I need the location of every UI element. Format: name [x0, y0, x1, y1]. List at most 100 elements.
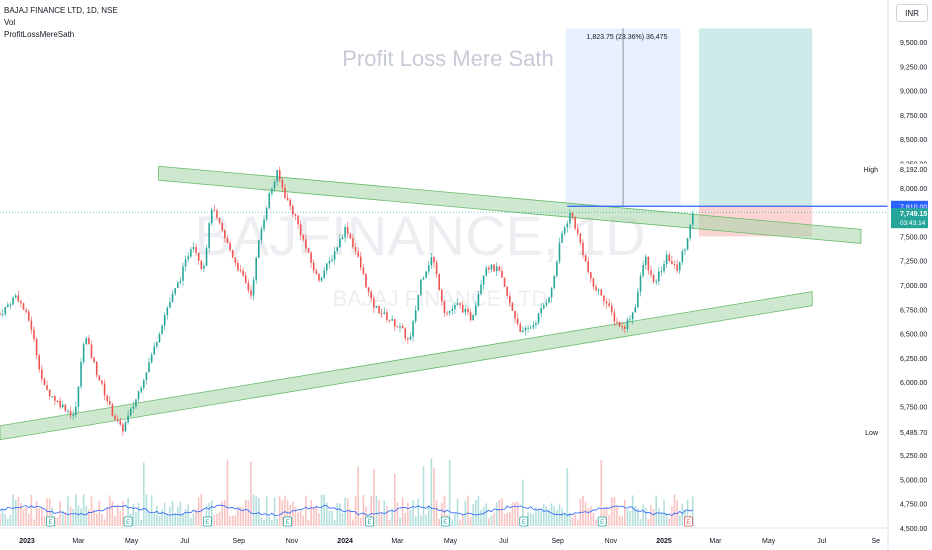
vol-legend[interactable]: Vol [4, 18, 16, 27]
low-label: Low [865, 430, 879, 437]
lower-channel [0, 291, 813, 441]
volume-bar [226, 459, 229, 526]
candle-body [276, 170, 278, 182]
indicator-legend[interactable]: ProfitLossMereSath [4, 30, 75, 39]
candle-body [482, 275, 485, 285]
volume-bar [276, 518, 278, 526]
volume-bar [25, 507, 27, 526]
candle-body [203, 265, 205, 269]
price-axis[interactable]: 4,500.004,750.005,000.005,250.005,500.00… [864, 16, 928, 533]
candle-body [671, 261, 673, 264]
volume-bar [365, 506, 367, 526]
candle-body [145, 372, 148, 381]
earnings-marker [365, 516, 374, 527]
volume-bar [396, 502, 399, 526]
volume-bar [297, 512, 299, 526]
volume-bar [375, 495, 378, 526]
volume-bar [231, 515, 234, 526]
candle-body [67, 410, 69, 412]
volume-bar [315, 505, 318, 526]
candle-body [480, 284, 482, 294]
volume-bar [158, 516, 161, 526]
candle-body [182, 266, 184, 281]
candle-body [375, 305, 378, 308]
volume-bar [302, 515, 305, 526]
volume-bar [284, 495, 286, 526]
candle-body [325, 263, 328, 271]
candle-body [642, 264, 644, 276]
volume-bar [485, 503, 488, 526]
time-tick: Sep [551, 538, 564, 545]
time-axis[interactable]: 2023 Mar May Jul Sep Nov 2024 Mar May Jul Sep Nov 20… [19, 538, 880, 545]
candle-body [346, 226, 349, 234]
volume-bar [673, 494, 676, 526]
time-tick: 2024 [337, 538, 353, 545]
volume-bar [357, 466, 359, 526]
earnings-marker [440, 516, 450, 527]
volume-bar [333, 519, 336, 526]
candle-body [618, 321, 621, 327]
candle-body [171, 293, 174, 302]
countdown: 03:43:14 [900, 220, 926, 227]
volume-bar [660, 512, 663, 526]
candle-body [48, 389, 51, 397]
volume-ma-line [0, 504, 693, 517]
candle-body [69, 410, 72, 416]
candle-body [166, 307, 169, 316]
candle-body [200, 260, 203, 269]
candle-body [1, 313, 4, 315]
candle-body [205, 247, 208, 266]
time-tick: Mar [391, 538, 404, 545]
volume-bar [438, 518, 441, 526]
candle-body [35, 339, 38, 356]
candle-body [420, 279, 422, 295]
candle-body [631, 312, 634, 320]
volume-bar [393, 473, 396, 526]
volume-bar [310, 500, 312, 526]
volume-bar [542, 504, 545, 526]
volume-bar [12, 494, 14, 526]
volume-bar [464, 500, 467, 526]
volume-bar [556, 509, 558, 526]
candle-body [289, 199, 291, 206]
candle-body [624, 326, 626, 329]
volume-bar [46, 498, 48, 526]
volume-bar [482, 506, 485, 526]
horizontal-level[interactable] [0, 205, 888, 213]
candle-body [459, 303, 461, 305]
volume-bar [153, 513, 156, 526]
candle-body [310, 252, 312, 263]
volume-bar [328, 510, 331, 526]
channel-lines[interactable] [0, 165, 862, 441]
candle-body [597, 289, 600, 291]
volume-bar [145, 494, 148, 526]
volume-bar [268, 516, 271, 526]
candle-body [516, 318, 519, 325]
volume-bar [218, 511, 221, 526]
candle-body [407, 338, 409, 340]
volume-bar [339, 503, 341, 526]
position-zones[interactable] [565, 28, 813, 237]
candle-body [380, 313, 383, 315]
volume-bar [278, 496, 281, 526]
candle-body [156, 342, 158, 347]
time-tick: May [125, 538, 139, 545]
volume-bar [495, 501, 498, 526]
candle-body [244, 275, 247, 283]
volume-bar [325, 502, 328, 526]
earnings-marker-label: E [49, 520, 53, 526]
symbol-title[interactable]: BAJAJ FINANCE LTD, 1D, NSE [4, 6, 118, 15]
candle-body [506, 286, 508, 297]
volume-bar [82, 494, 85, 526]
candle-body [190, 249, 192, 257]
candle-body [320, 277, 323, 281]
candle-body [135, 399, 137, 407]
candle-body [469, 312, 472, 321]
volume-bar [101, 514, 103, 526]
candle-body [650, 270, 652, 275]
currency-button[interactable]: INR [896, 4, 928, 22]
candle-body [590, 272, 592, 279]
